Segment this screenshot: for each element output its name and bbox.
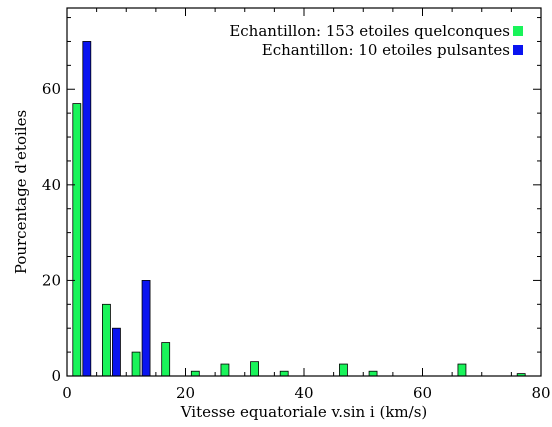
bar-series-1-bin-12.5 <box>131 351 141 377</box>
bar-series-1-bin-17.5 <box>161 342 171 377</box>
bar-series-1-bin-22.5 <box>190 370 200 377</box>
x-tick-label: 80 <box>531 384 550 402</box>
y-axis-label: Pourcentage d'etoiles <box>12 110 30 274</box>
plot-frame <box>66 7 542 377</box>
x-tick-label: 40 <box>294 384 313 402</box>
legend-label-1: Echantillon: 153 etoiles quelconques <box>229 22 510 40</box>
y-tick-label: 20 <box>42 271 61 289</box>
bar-series-2-bin-2.5 <box>82 41 92 377</box>
ticks-group: 0 20 40 60 80 0 20 40 60 <box>42 8 551 402</box>
legend-swatch-2 <box>513 45 523 55</box>
bar-series-1-bin-67.5 <box>457 363 467 377</box>
bar-series-1-bin-37.5 <box>279 370 289 377</box>
x-tick-label: 0 <box>62 384 72 402</box>
bar-series-2-bin-7.5 <box>112 327 121 377</box>
y-tick-label: 60 <box>42 80 61 98</box>
bar-series-1-bin-32.5 <box>250 361 259 377</box>
bars-group <box>72 41 526 377</box>
x-tick-label: 20 <box>176 384 195 402</box>
bar-series-1-bin-7.5 <box>102 303 111 377</box>
y-tick-label: 40 <box>42 176 61 194</box>
x-axis-label: Vitesse equatoriale v.sin i (km/s) <box>180 403 428 421</box>
bar-series-1-bin-27.5 <box>220 363 230 377</box>
bar-series-1-bin-2.5 <box>72 103 82 377</box>
bar-series-1-bin-47.5 <box>339 363 348 377</box>
bar-series-1-bin-52.5 <box>368 370 378 377</box>
legend-swatch-1 <box>513 26 523 36</box>
legend: Echantillon: 153 etoiles quelconquesEcha… <box>229 22 523 59</box>
y-tick-label: 0 <box>51 367 61 385</box>
x-tick-label: 60 <box>413 384 432 402</box>
bar-series-2-bin-12.5 <box>141 280 151 377</box>
legend-label-2: Echantillon: 10 etoiles pulsantes <box>262 41 510 59</box>
